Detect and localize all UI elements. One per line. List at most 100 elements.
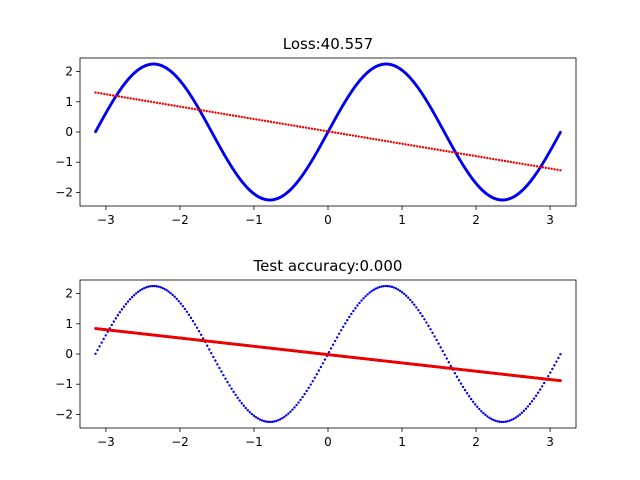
data-point [231,114,235,117]
data-point [492,157,495,161]
data-point [419,311,422,315]
data-point [305,389,308,393]
x-tick-label: −2 [171,213,189,227]
data-point [149,285,152,288]
data-point [130,295,134,299]
data-point [270,420,274,424]
data-point [94,352,97,355]
data-point [199,108,203,112]
data-point [135,98,138,101]
loss-chart: Loss:40.557 −3 −2 −1 0 1 2 3 −2 −1 0 1 2 [55,35,577,227]
data-point [120,308,124,311]
data-point [490,417,493,421]
data-point [421,314,424,318]
data-point [132,97,135,101]
data-point [547,374,550,378]
data-point [189,316,193,320]
data-point [418,145,422,148]
data-point [316,128,319,131]
data-point [402,292,406,296]
data-point [311,379,314,383]
data-point [532,397,536,400]
data-point [364,295,367,298]
data-point [122,305,126,308]
data-point [390,285,394,289]
data-point [530,164,533,167]
data-point [376,286,379,289]
data-point [301,395,304,399]
data-point [255,118,258,121]
data-point [471,400,475,403]
data-point [360,299,363,302]
data-point [323,358,327,361]
data-point [268,420,272,424]
y-tick-label: 1 [65,317,73,331]
data-point [386,140,390,143]
data-point [392,286,396,289]
data-point [240,402,243,405]
data-point [295,403,298,407]
data-point [433,148,436,151]
data-point [145,286,148,289]
x-tick-label: 2 [472,435,480,449]
data-point [506,160,510,163]
data-point [404,294,408,297]
data-point [445,357,448,360]
data-point [473,403,477,406]
data-point [237,115,241,118]
data-point [126,96,129,100]
data-point [395,141,398,145]
data-point [272,121,276,124]
data-point [386,284,390,288]
data-point [337,332,341,336]
data-point [173,104,176,107]
data-point [228,384,231,387]
data-point [307,386,310,390]
data-point [457,379,461,382]
data-point [535,165,539,168]
data-point [256,417,260,420]
data-point [500,159,504,162]
data-point [407,143,410,147]
data-point [512,417,515,420]
data-point [283,415,286,419]
data-point [202,109,205,112]
data-point [230,387,233,390]
data-point [110,323,113,327]
data-point [354,306,357,310]
data-point [411,301,414,304]
data-point [520,411,524,414]
data-point [212,355,215,359]
data-point [124,302,128,306]
data-point [309,383,312,386]
data-point [538,388,542,391]
x-tick-label: −1 [245,213,263,227]
data-point [96,348,99,352]
data-point [254,416,258,419]
data-point [553,168,556,171]
data-point [155,285,158,288]
data-point [252,117,255,121]
data-point [344,322,347,325]
data-point [459,382,463,385]
data-point [498,420,501,423]
data-point [366,293,369,296]
data-point [413,144,416,148]
data-point [384,284,388,288]
data-point [195,326,199,329]
data-point [98,345,101,348]
data-point [382,284,386,288]
data-point [509,160,512,164]
data-point [463,388,467,392]
data-point [304,126,308,129]
data-point [356,304,359,307]
data-point [400,291,404,294]
data-point [310,127,314,130]
data-point [354,134,357,138]
x-tick-label: −1 [245,435,263,449]
data-point [183,307,187,311]
data-point [319,365,323,369]
data-point [540,385,544,388]
data-point [242,404,245,407]
data-point [468,153,472,157]
